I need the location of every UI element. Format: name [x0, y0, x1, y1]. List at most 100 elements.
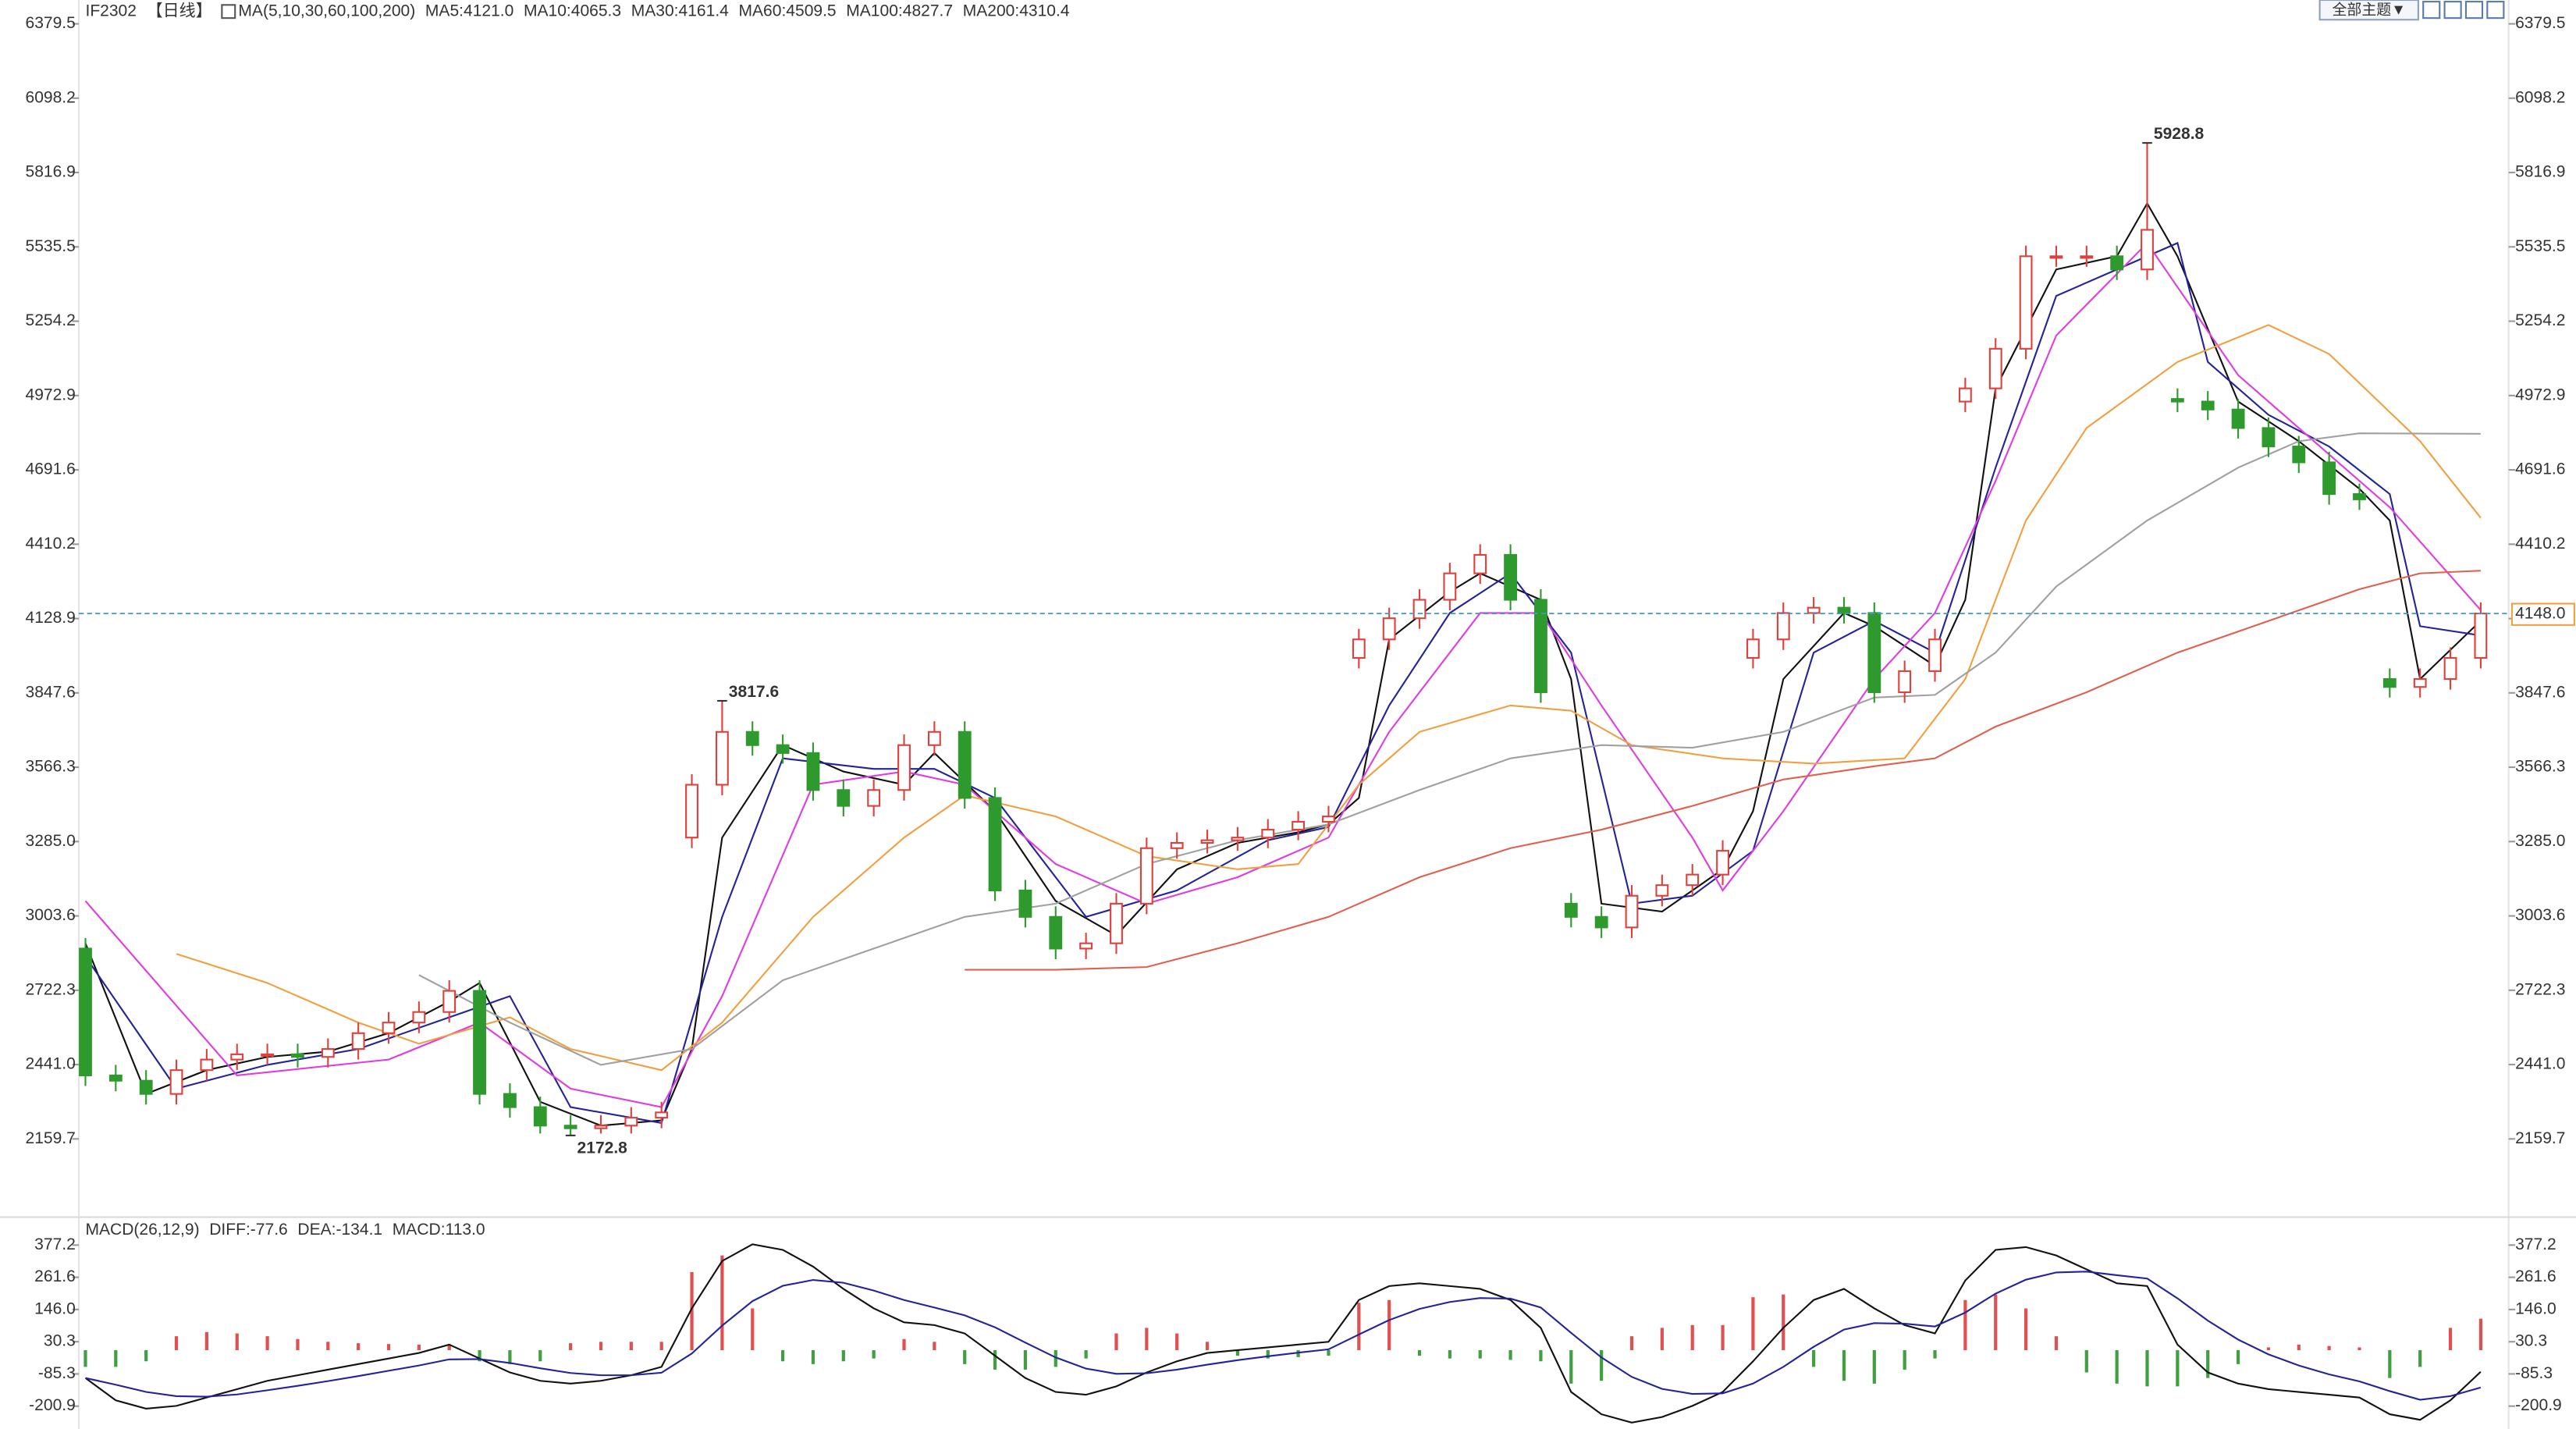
y-tick-label: 5535.5	[26, 237, 76, 255]
legend-entry: MA200:4310.4	[963, 2, 1070, 20]
candle-body	[1412, 599, 1427, 620]
y-tick-label: 5254.2	[2515, 311, 2565, 329]
legend-entry: MA60:4509.5	[739, 2, 837, 20]
y-tick-label: 3285.0	[26, 832, 76, 850]
candle-body	[2231, 408, 2245, 429]
candle-body	[867, 789, 881, 807]
candle-body	[1352, 638, 1366, 659]
candle-body	[1534, 599, 1547, 694]
candle-body	[533, 1106, 547, 1127]
candle-body	[1655, 884, 1669, 897]
candle-body	[412, 1011, 426, 1024]
y-tick-label: 2722.3	[2515, 980, 2565, 998]
candle-body	[442, 990, 457, 1013]
ma-line	[84, 201, 2482, 1127]
y-tick-label: 5816.9	[26, 163, 76, 181]
candle-body	[2413, 678, 2427, 688]
ma-line	[965, 570, 2481, 971]
candle-body	[745, 730, 759, 746]
layout-icon[interactable]	[2422, 1, 2441, 20]
y-tick-label: 5254.2	[26, 311, 76, 329]
candle-body	[2080, 255, 2094, 259]
candle-body	[563, 1125, 577, 1129]
candle-body	[2262, 427, 2276, 448]
y-tick-label: 2441.0	[26, 1055, 76, 1073]
candle-body	[1564, 902, 1578, 918]
y-tick-label: 4410.2	[26, 535, 76, 553]
legend-entry: DIFF:-77.6	[209, 1221, 288, 1239]
y-tick-label: 261.6	[2515, 1267, 2556, 1285]
y-tick-label: 6098.2	[26, 88, 76, 106]
period: 【日线】	[147, 1, 212, 20]
candle-body	[108, 1074, 123, 1082]
candle-body	[927, 730, 941, 746]
legend-entry: DEA:-134.1	[297, 1221, 382, 1239]
candle-body	[837, 789, 851, 807]
candle-body	[806, 752, 820, 791]
candle-body	[1139, 847, 1153, 905]
layout-icon[interactable]	[2443, 1, 2462, 20]
legend-entry: MA30:4161.4	[631, 2, 729, 20]
legend-entry: MACD:113.0	[393, 1221, 485, 1239]
y-tick-label: 30.3	[2515, 1332, 2547, 1350]
candle-body	[473, 990, 486, 1095]
candle-body	[1867, 612, 1881, 694]
candle-body	[1110, 902, 1123, 944]
indicator-title: MACD(26,12,9)	[85, 1221, 199, 1239]
y-tick-label: 4972.9	[2515, 386, 2565, 403]
macd-line	[84, 1243, 2482, 1424]
y-tick-label: 2159.7	[2515, 1129, 2565, 1147]
legend-entry: MA100:4827.7	[846, 2, 953, 20]
theme-button-label[interactable]: 全部主题▼	[2332, 2, 2406, 19]
y-tick-label: 3566.3	[2515, 758, 2565, 776]
candle-body	[1504, 553, 1518, 601]
last-price-label: 4148.0	[2515, 605, 2565, 623]
indicator-icon	[221, 4, 236, 20]
y-tick-label: 6379.5	[2515, 14, 2565, 32]
candle-body	[594, 1125, 608, 1129]
candle-body	[2170, 398, 2184, 403]
candle-body	[1928, 638, 1942, 672]
legend-entry: MA5:4121.0	[425, 2, 513, 20]
candle-body	[1837, 606, 1851, 614]
candle-body	[1018, 889, 1032, 918]
candle-body	[1322, 816, 1335, 823]
y-tick-label: 3847.6	[2515, 683, 2565, 701]
y-tick-label: 5535.5	[2515, 237, 2565, 255]
y-tick-label: 377.2	[2515, 1235, 2556, 1253]
candle-body	[2322, 461, 2336, 496]
candle-body	[715, 730, 729, 786]
candle-body	[1473, 553, 1487, 574]
y-tick-label: 4691.6	[2515, 460, 2565, 478]
candle-body	[2353, 493, 2366, 500]
layout-icon[interactable]	[2486, 1, 2505, 20]
candle-body	[988, 797, 1002, 891]
candle-body	[2019, 255, 2033, 350]
y-tick-label: 377.2	[34, 1235, 76, 1253]
candle-body	[1716, 850, 1729, 876]
theme-button[interactable]	[2318, 0, 2419, 21]
candle-body	[1261, 829, 1275, 839]
layout-icon[interactable]	[2464, 1, 2484, 20]
candle-body	[2443, 656, 2457, 681]
candle-body	[1079, 942, 1093, 950]
candle-body	[1292, 820, 1306, 831]
y-tick-label: 4410.2	[2515, 535, 2565, 553]
y-tick-label: 146.0	[2515, 1299, 2556, 1317]
candle-body	[685, 784, 698, 839]
candle-body	[1686, 873, 1700, 887]
candle-body	[2201, 400, 2215, 411]
ma-line	[176, 324, 2482, 1072]
candle-body	[230, 1053, 244, 1061]
y-tick-label: 6379.5	[26, 14, 76, 32]
candle-body	[200, 1058, 214, 1072]
y-tick-label: 4128.9	[26, 609, 76, 627]
toolbar: 全部主题▼	[2318, 0, 2505, 21]
y-tick-label: -200.9	[29, 1396, 76, 1414]
candle-body	[382, 1022, 396, 1034]
y-tick-label: 5816.9	[2515, 163, 2565, 181]
last-price-box	[2510, 603, 2575, 626]
candle-body	[2110, 255, 2124, 271]
candle-body	[1958, 387, 1972, 403]
candle-body	[655, 1111, 669, 1119]
